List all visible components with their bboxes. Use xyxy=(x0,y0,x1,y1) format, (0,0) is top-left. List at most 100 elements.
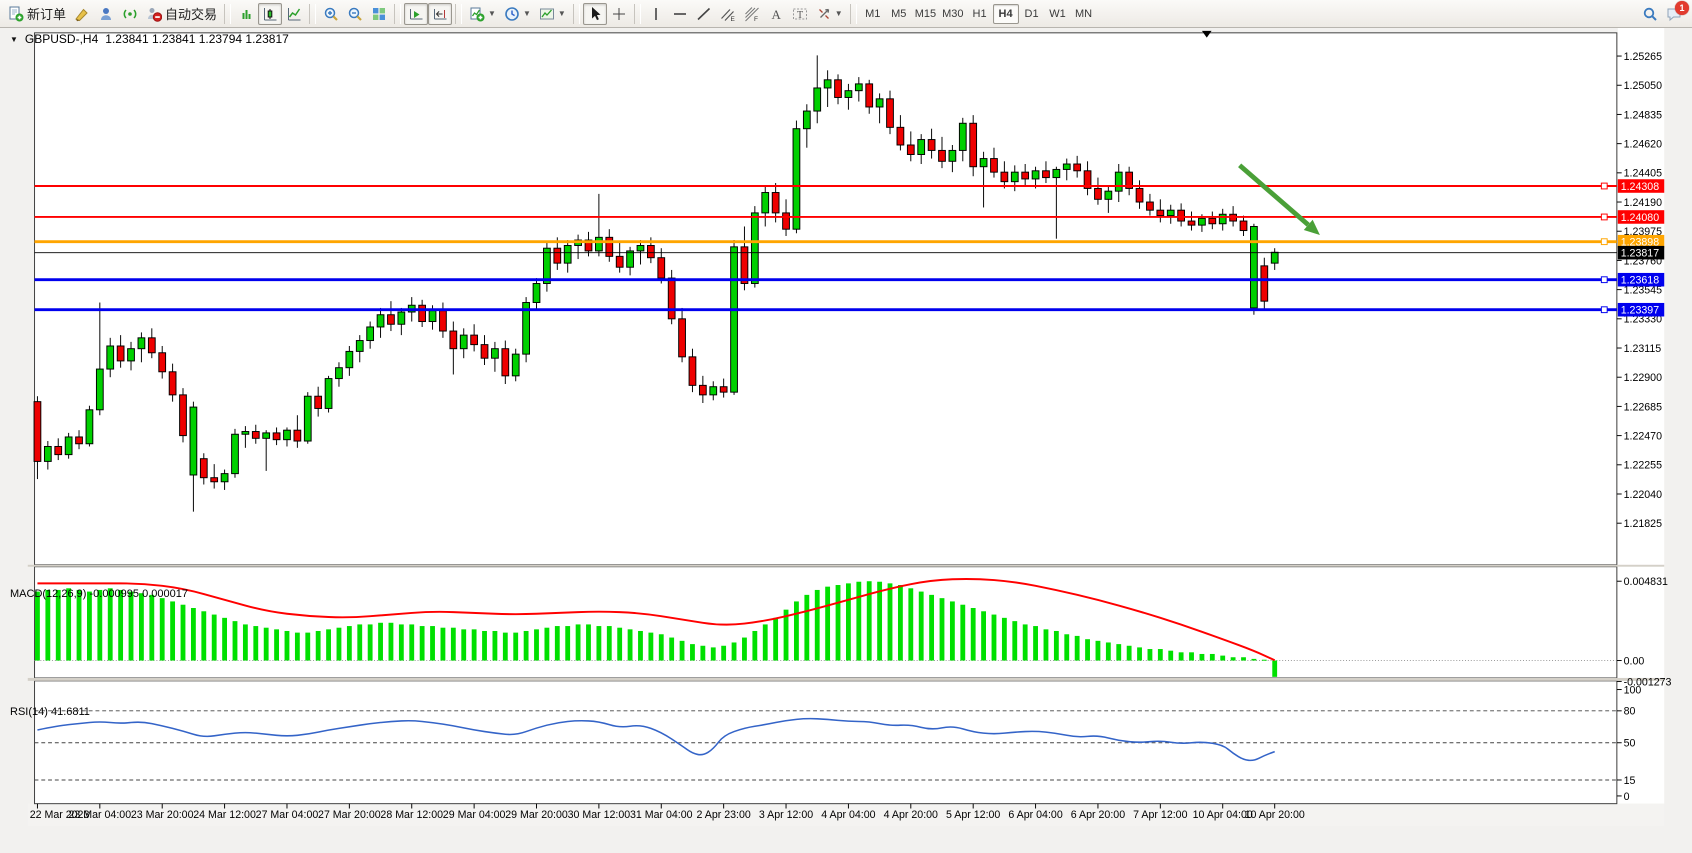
price-line-badge xyxy=(1617,272,1665,287)
toolbar-button-indicators[interactable]: ▼ xyxy=(465,3,500,25)
timeframe-button-d1[interactable]: D1 xyxy=(1024,7,1039,20)
macd-bar xyxy=(1199,653,1205,661)
bear-candle xyxy=(886,98,894,128)
macd-bar xyxy=(263,627,269,661)
macd-bar xyxy=(190,607,196,661)
line-handle[interactable] xyxy=(1600,238,1608,246)
bear-candle xyxy=(584,239,593,252)
timeframe-button-h4[interactable]: H4 xyxy=(992,3,1019,24)
toolbar-button-new-order[interactable]: 新订单 xyxy=(4,3,70,25)
timeframe-button-h1[interactable]: H1 xyxy=(972,7,987,20)
svg-text:4 Apr 04:00: 4 Apr 04:00 xyxy=(821,809,875,821)
toolbar-button-chart-shift[interactable] xyxy=(428,2,453,25)
toolbar-button-search[interactable] xyxy=(1642,6,1658,22)
toolbar-button-zoom-in[interactable] xyxy=(319,3,343,25)
toolbar-button-fibonacci[interactable]: F xyxy=(740,3,764,25)
toolbar-button-line-chart[interactable] xyxy=(282,3,306,25)
timeframe-button-m5[interactable]: M5 xyxy=(891,7,907,20)
toolbar-button-tile-windows[interactable] xyxy=(367,3,391,25)
line-handle[interactable] xyxy=(1600,182,1608,190)
macd-bar xyxy=(128,591,134,661)
chart-title[interactable]: ▼ GBPUSD-,H4 1.23841 1.23841 1.23794 1.2… xyxy=(10,32,289,46)
macd-bar xyxy=(991,614,997,661)
macd-bar xyxy=(461,629,467,661)
arrow-annotation[interactable] xyxy=(1238,163,1320,235)
svg-text:27 Mar 04:00: 27 Mar 04:00 xyxy=(256,809,319,821)
chart-shift-marker[interactable] xyxy=(1201,30,1212,38)
axis-column-background xyxy=(1617,28,1665,804)
toolbar-button-autotrade[interactable]: 自动交易 xyxy=(142,3,221,25)
bull-candle xyxy=(626,250,634,268)
macd-bar xyxy=(1157,649,1163,661)
chart-dropdown-icon[interactable]: ▼ xyxy=(10,34,18,44)
bear-candle xyxy=(688,356,697,386)
macd-bar xyxy=(804,594,810,661)
toolbar-button-periods[interactable]: ▼ xyxy=(500,3,535,25)
toolbar-button-chat[interactable]: 1 xyxy=(1666,0,1689,22)
toolbar-button-horizontal-line[interactable] xyxy=(668,3,692,25)
bear-candle xyxy=(1187,220,1196,226)
toolbar-button-templates[interactable]: ▼ xyxy=(535,3,570,25)
toolbar-button-community[interactable] xyxy=(94,3,118,25)
price-line-badge xyxy=(1617,302,1665,317)
timeframe-button-m15[interactable]: M15 xyxy=(914,7,937,20)
svg-text:3 Apr 12:00: 3 Apr 12:00 xyxy=(759,809,813,821)
toolbar-button-candlestick[interactable] xyxy=(258,2,283,25)
toolbar-button-channel[interactable]: E xyxy=(716,3,740,25)
macd-bar xyxy=(731,642,737,661)
line-handle[interactable] xyxy=(1600,306,1608,314)
bear-candle xyxy=(1260,265,1269,302)
toolbar-button-text-label[interactable]: T xyxy=(788,3,812,25)
bull-candle xyxy=(85,409,94,445)
macd-bar xyxy=(346,626,352,661)
zoom-out-icon xyxy=(348,7,362,21)
macd-bar xyxy=(565,626,571,661)
svg-text:1.23618: 1.23618 xyxy=(1621,275,1659,287)
toolbar-button-cursor[interactable] xyxy=(582,2,607,25)
toolbar-button-auto-scroll[interactable] xyxy=(404,2,429,25)
price-axis[interactable]: 1.25265 1.25050 1.24835 1.24620 1.24405 1.241… xyxy=(1616,51,1662,530)
toolbar-button-trendline[interactable] xyxy=(692,3,716,25)
macd-bar xyxy=(430,626,435,661)
macd-bar xyxy=(398,624,404,661)
panel-splitter[interactable] xyxy=(27,564,1665,567)
toolbar-button-pencil[interactable] xyxy=(70,3,94,25)
macd-bar xyxy=(1033,626,1038,661)
bull-candle xyxy=(522,302,530,355)
timeframe-button-w1[interactable]: W1 xyxy=(1049,7,1066,20)
line-handle[interactable] xyxy=(1600,276,1608,284)
bear-candle xyxy=(938,149,946,162)
line-chart-icon xyxy=(288,7,301,20)
timeframe-button-m1[interactable]: M1 xyxy=(865,7,881,20)
macd-bar xyxy=(1085,639,1090,661)
macd-bar xyxy=(1022,624,1028,661)
toolbar-button-vertical-line[interactable] xyxy=(644,3,668,25)
toolbar-button-crosshair[interactable] xyxy=(607,3,631,25)
rsi-name: RSI(14) xyxy=(10,706,48,718)
bull-candle xyxy=(563,245,572,264)
chart-canvas[interactable]: 1.25265 1.25050 1.24835 1.24620 1.24405 1.241… xyxy=(0,28,1692,853)
toolbar-button-zoom-out[interactable] xyxy=(343,3,367,25)
timeframe-button-mn[interactable]: MN xyxy=(1074,7,1093,20)
pencil-icon xyxy=(75,8,88,21)
timeframe-button-m30[interactable]: M30 xyxy=(942,7,964,20)
toolbar-button-bar-chart[interactable] xyxy=(234,3,258,25)
arrows-icon xyxy=(818,8,829,19)
bear-candle xyxy=(293,429,302,442)
bear-candle xyxy=(896,126,905,146)
line-handle[interactable] xyxy=(1600,213,1608,221)
bull-candle xyxy=(1198,217,1206,226)
macd-bar xyxy=(1230,657,1236,661)
bear-candle xyxy=(158,352,167,373)
toolbar-button-text[interactable]: A xyxy=(764,3,788,25)
bull-candle xyxy=(355,340,364,352)
panel-splitter[interactable] xyxy=(27,677,1665,681)
bull-candle xyxy=(1114,171,1123,192)
svg-text:1.22685: 1.22685 xyxy=(1624,401,1662,413)
svg-text:1.22255: 1.22255 xyxy=(1624,460,1662,472)
toolbar-button-arrows[interactable]: ▼ xyxy=(812,3,847,25)
macd-bar xyxy=(440,627,446,661)
toolbar-separator xyxy=(849,3,857,24)
toolbar-button-signal[interactable] xyxy=(118,3,142,25)
